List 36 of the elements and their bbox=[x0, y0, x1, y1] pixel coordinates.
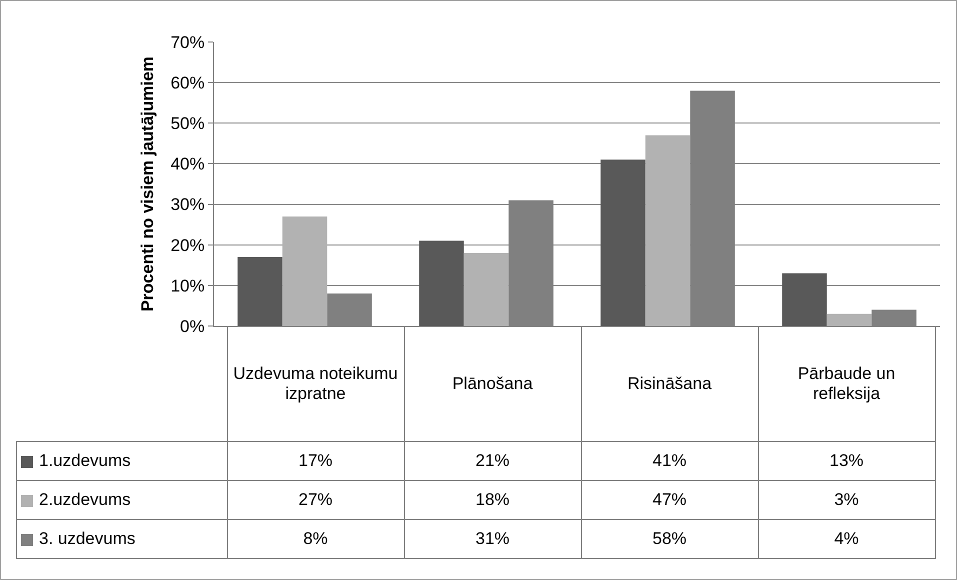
y-axis-title: Procenti no visiem jautājumiem bbox=[138, 56, 158, 312]
data-label: 13% bbox=[758, 442, 935, 480]
data-label: 41% bbox=[581, 442, 758, 480]
x-tick-label: Risināšana bbox=[581, 326, 758, 442]
y-tick-label: 30% bbox=[170, 195, 205, 214]
legend-label: 2.uzdevums bbox=[39, 490, 131, 509]
legend-label: 3. uzdevums bbox=[39, 529, 136, 548]
data-label: 4% bbox=[758, 520, 935, 558]
bar bbox=[645, 135, 690, 326]
bar bbox=[600, 160, 646, 326]
x-tick-label: Plānošana bbox=[404, 326, 581, 442]
data-label: 27% bbox=[227, 480, 404, 520]
y-tick-label: 70% bbox=[170, 32, 205, 52]
y-tick-label: 20% bbox=[170, 236, 205, 255]
data-label: 17% bbox=[227, 442, 404, 480]
bar bbox=[238, 257, 282, 326]
x-tick-label: Pārbaude un refleksija bbox=[758, 326, 935, 442]
bar bbox=[419, 240, 464, 326]
data-label: 3% bbox=[758, 480, 935, 520]
data-label: 58% bbox=[581, 520, 758, 558]
bar bbox=[282, 216, 328, 326]
legend-label: 1.uzdevums bbox=[39, 451, 131, 470]
bar bbox=[826, 314, 872, 326]
bar bbox=[464, 252, 509, 326]
y-tick-label: 40% bbox=[170, 154, 205, 174]
y-tick-label: 0% bbox=[180, 316, 205, 336]
x-tick-label: Uzdevuma noteikumu izpratne bbox=[227, 326, 404, 442]
data-label: 21% bbox=[404, 442, 581, 480]
bar bbox=[782, 273, 827, 326]
data-label: 18% bbox=[404, 480, 581, 520]
y-tick-label: 60% bbox=[170, 74, 205, 93]
data-label: 47% bbox=[581, 480, 758, 520]
y-tick-label: 10% bbox=[170, 276, 205, 296]
data-label: 31% bbox=[404, 520, 581, 558]
data-label: 8% bbox=[227, 520, 404, 558]
y-tick-label: 50% bbox=[170, 114, 205, 134]
